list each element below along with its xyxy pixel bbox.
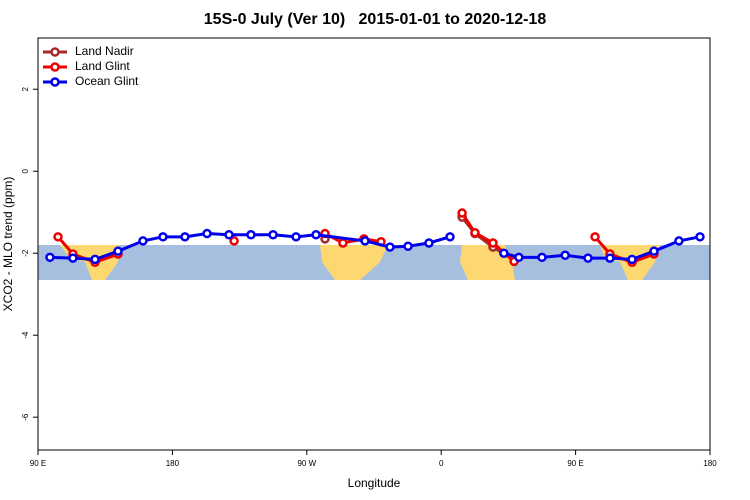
point [202,228,212,239]
y-tick-label: 2 [21,86,30,91]
y-tick-label: -6 [21,413,30,421]
point [560,250,570,261]
legend-label: Land Glint [75,59,130,73]
x-tick-label: 0 [439,459,444,468]
y-tick-label: -2 [21,249,30,257]
point [445,232,455,242]
x-axis-label: Longitude [348,476,401,490]
point [229,236,239,246]
y-axis-label: XCO2 - MLO trend (ppm) [1,177,15,312]
point [514,252,524,263]
point [537,252,547,263]
y-tick-label: 0 [21,168,30,173]
point [138,236,148,246]
x-tick-label: 180 [166,459,180,468]
point [424,238,434,248]
legend-label: Ocean Glint [75,74,139,88]
point [224,230,234,240]
point [311,230,321,240]
point [627,254,637,265]
point [158,232,168,242]
y-tick-label: -4 [21,331,30,339]
point [649,246,659,256]
point [457,208,467,218]
x-tick-label: 90 E [30,459,46,468]
point [246,230,256,240]
legend-marker [50,62,60,72]
point [499,248,509,258]
point [470,227,480,238]
point [45,252,55,263]
point [360,236,370,246]
point [488,238,498,248]
point [674,236,684,246]
point [695,232,705,242]
legend-marker [50,47,60,57]
legend-marker [50,77,60,87]
point [291,232,301,242]
point [68,253,78,263]
point [605,253,615,263]
point [583,253,593,263]
point [268,230,278,240]
point [590,232,600,242]
point [403,241,413,252]
plot-frame [37,37,711,451]
legend-label: Land Nadir [75,44,134,58]
x-tick-label: 90 E [567,459,583,468]
point [338,238,348,248]
x-tick-label: 90 W [297,459,316,468]
land [320,245,388,280]
point [113,246,123,256]
point [180,232,190,242]
point [53,232,63,242]
point [90,254,100,265]
x-tick-label: 180 [703,459,717,468]
point [385,242,395,252]
chart-title: 15S-0 July (Ver 10) 2015-01-01 to 2020-1… [204,11,547,28]
map-strip [38,245,710,280]
